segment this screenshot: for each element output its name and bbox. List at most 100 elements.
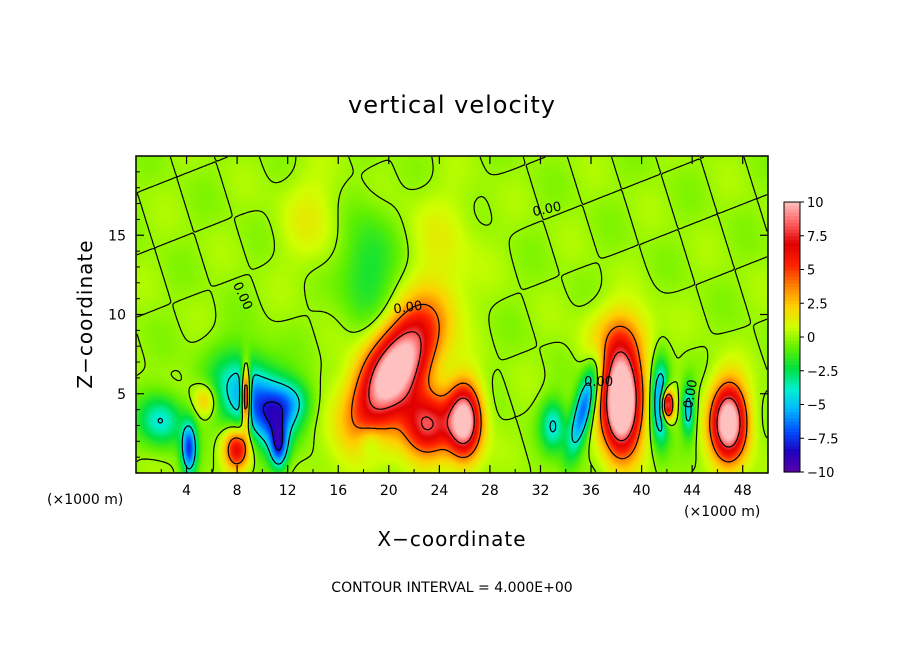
colorbar-label: 0 (807, 331, 815, 346)
colorbar-swatch (784, 333, 800, 338)
x-axis-label: X−coordinate (377, 527, 526, 551)
colorbar-swatch (784, 428, 800, 433)
colorbar-swatch (784, 347, 800, 352)
colorbar-swatch (784, 208, 800, 213)
x-unit-left: (×1000 m) (47, 492, 123, 508)
colorbar-label: −10 (807, 466, 834, 481)
colorbar-swatch (784, 202, 800, 206)
colorbar-swatch (784, 448, 800, 453)
colorbar-swatch (784, 222, 800, 227)
x-tick-label: 20 (380, 483, 398, 499)
x-tick-label: 12 (279, 483, 297, 499)
y-tick-label: 15 (108, 228, 126, 244)
x-tick-label: 4 (182, 483, 191, 499)
colorbar-swatch (784, 262, 800, 267)
colorbar-label: −7.5 (807, 432, 839, 447)
colorbar-swatch (784, 286, 800, 291)
x-tick-label: 40 (633, 483, 651, 499)
colorbar-swatch (784, 458, 800, 463)
contour-label: 0.00 (584, 375, 613, 390)
colorbar-swatch (784, 276, 800, 281)
colorbar-swatch (784, 259, 800, 264)
colorbar-swatch (784, 367, 800, 372)
colorbar-swatch (784, 296, 800, 301)
colorbar-swatch (784, 445, 800, 449)
colorbar-label: 10 (807, 196, 824, 211)
y-axis-label: Z−coordinate (73, 239, 97, 388)
colorbar-swatch (784, 239, 800, 244)
colorbar-swatch (784, 364, 800, 368)
colorbar-swatch (784, 269, 800, 274)
x-tick-label: 16 (329, 483, 347, 499)
colorbar-swatch (784, 316, 800, 321)
colorbar-swatch (784, 272, 800, 277)
colorbar-swatch (784, 303, 800, 308)
x-unit-right: (×1000 m) (684, 504, 760, 520)
colorbar-swatch (784, 461, 800, 466)
colorbar-swatch (784, 249, 800, 254)
x-tick-label: 44 (683, 483, 701, 499)
contour-plus-8 (368, 331, 741, 448)
colorbar: 10 7.5 5 2.5 0 −2.5 −5 −7.5 −10 (783, 196, 839, 481)
colorbar-swatch (784, 245, 800, 250)
colorbar-swatch (784, 391, 800, 395)
contour-label: 0.00 (531, 199, 562, 220)
x-tick-label: 24 (430, 483, 448, 499)
colorbar-swatch (784, 411, 800, 416)
colorbar-swatch (784, 323, 800, 328)
colorbar-swatch (784, 225, 800, 230)
colorbar-swatch (784, 353, 800, 358)
colorbar-swatch (784, 306, 800, 311)
contour-minus-4 (157, 372, 692, 470)
colorbar-swatch (784, 441, 800, 446)
colorbar-swatch (784, 252, 800, 257)
colorbar-swatch (784, 401, 800, 406)
colorbar-swatch (784, 212, 800, 217)
colorbar-label: 5 (807, 264, 815, 279)
colorbar-label: 7.5 (807, 230, 828, 245)
contour-plus-4 (227, 303, 748, 465)
colorbar-swatch (784, 337, 800, 341)
colorbar-swatch (784, 232, 800, 237)
x-tick-label: 28 (481, 483, 499, 499)
contour-interval-note: CONTOUR INTERVAL = 4.000E+00 (331, 580, 572, 596)
colorbar-swatch (784, 205, 800, 210)
colorbar-swatch (784, 313, 800, 318)
colorbar-swatch (784, 414, 800, 419)
colorbar-swatch (784, 279, 800, 284)
colorbar-swatch (784, 434, 800, 439)
colorbar-swatch (784, 424, 800, 429)
colorbar-swatch (784, 343, 800, 348)
colorbar-swatch (784, 380, 800, 385)
colorbar-swatch (784, 360, 800, 365)
colorbar-swatch (784, 377, 800, 382)
colorbar-swatch (784, 229, 800, 233)
colorbar-swatch (784, 404, 800, 409)
colorbar-swatch (784, 387, 800, 392)
contour-zero (136, 156, 768, 473)
colorbar-label: 2.5 (807, 297, 828, 312)
x-tick-label: 36 (582, 483, 600, 499)
colorbar-swatch (784, 350, 800, 355)
colorbar-swatch (784, 242, 800, 247)
y-axis-ticks: 5 10 15 (108, 171, 768, 458)
velocity-field (136, 156, 768, 473)
colorbar-swatch (784, 468, 800, 473)
colorbar-swatch (784, 266, 800, 271)
colorbar-swatch (784, 299, 800, 304)
colorbar-swatch (784, 394, 800, 399)
y-tick-label: 5 (117, 387, 126, 403)
colorbar-swatch (784, 374, 800, 379)
colorbar-swatch (784, 320, 800, 325)
x-tick-label: 32 (532, 483, 550, 499)
colorbar-swatch (784, 326, 800, 331)
colorbar-swatch (784, 289, 800, 294)
colorbar-swatch (784, 330, 800, 335)
colorbar-swatch (784, 384, 800, 389)
colorbar-label: −2.5 (807, 365, 839, 380)
contour-labels: 0.000.000.000.00 0.00 (229, 199, 701, 409)
colorbar-swatch (784, 218, 800, 223)
contour-minus-8 (262, 401, 284, 451)
contour-lines (136, 156, 768, 473)
